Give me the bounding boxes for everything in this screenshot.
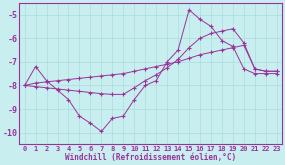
X-axis label: Windchill (Refroidissement éolien,°C): Windchill (Refroidissement éolien,°C) xyxy=(65,153,236,162)
